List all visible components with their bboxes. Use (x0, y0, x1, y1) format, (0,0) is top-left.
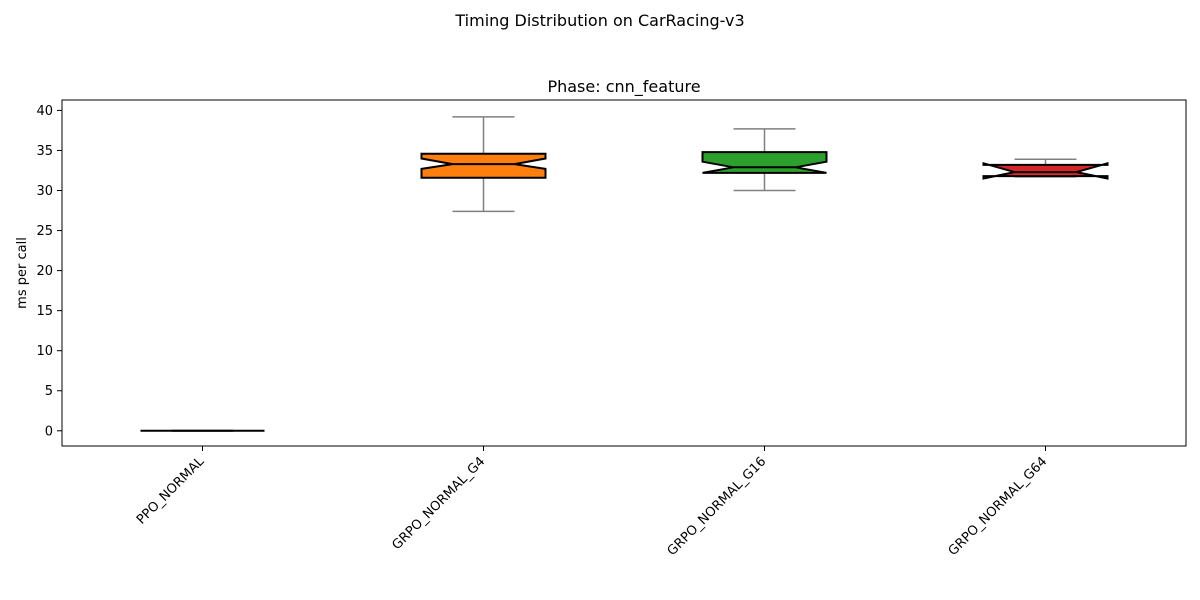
y-tick-label: 5 (45, 384, 53, 399)
y-tick-label: 20 (36, 264, 53, 279)
box-body (982, 161, 1109, 180)
y-tick-label: 10 (36, 344, 53, 359)
plot-area-frame (61, 99, 1187, 447)
figure-suptitle: Timing Distribution on CarRacing-v3 (454, 11, 744, 30)
box-plot-grpo-normal-g16 (701, 128, 828, 192)
box-body (420, 152, 547, 179)
y-axis: 0 5 10 15 20 25 30 35 40 (36, 104, 62, 439)
box-plot-grpo-normal-g4 (420, 116, 547, 213)
y-axis-label: ms per call (15, 237, 30, 309)
box-body (701, 151, 828, 174)
box-plots (140, 116, 1109, 432)
y-tick-label: 25 (36, 224, 53, 239)
y-tick-label: 30 (36, 184, 53, 199)
y-tick-label: 35 (36, 144, 53, 159)
y-tick-label: 0 (45, 424, 53, 439)
y-tick-label: 15 (36, 304, 53, 319)
chart-title: Phase: cnn_feature (547, 77, 700, 97)
box-plot-grpo-normal-g64 (982, 158, 1109, 180)
y-tick-label: 40 (36, 104, 53, 119)
